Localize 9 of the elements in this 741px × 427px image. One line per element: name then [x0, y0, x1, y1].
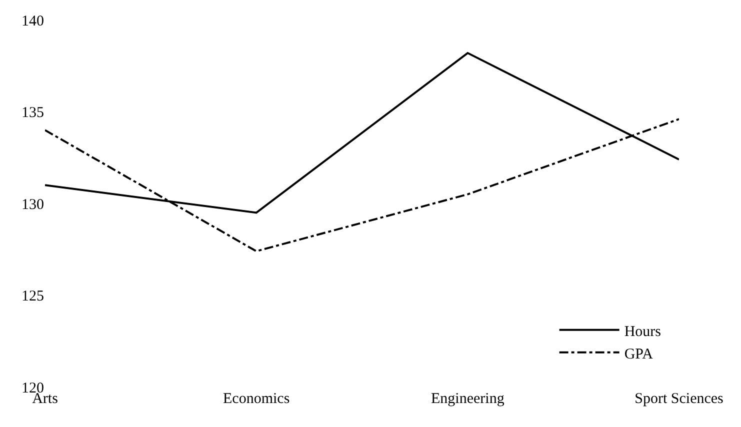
x-tick-label: Economics: [223, 391, 290, 407]
y-tick-label: 135: [22, 105, 44, 121]
y-tick-label: 130: [22, 196, 44, 213]
x-tick-label: Sport Sciences: [634, 391, 724, 407]
y-tick-label: 125: [22, 288, 44, 304]
legend-label: Hours: [624, 324, 662, 340]
y-tick-label: 140: [22, 13, 44, 30]
x-tick-label: Engineering: [431, 391, 505, 407]
legend-label: GPA: [624, 346, 654, 362]
